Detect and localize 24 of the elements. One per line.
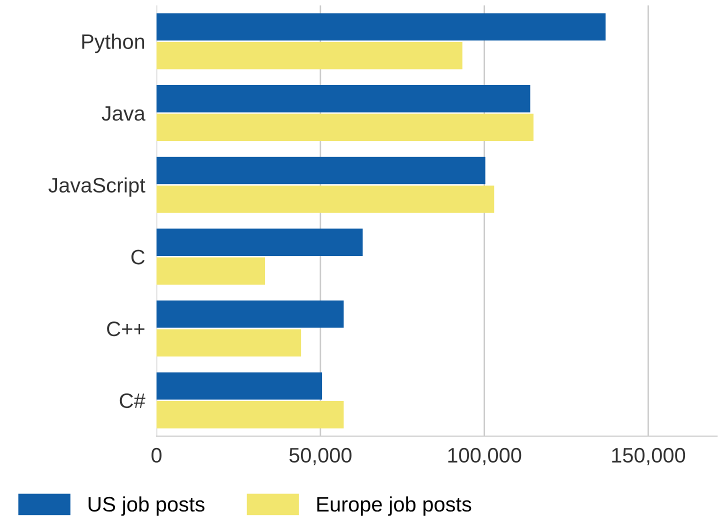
- bar: [156, 372, 322, 400]
- bar: [156, 257, 266, 285]
- bar: [156, 114, 534, 142]
- bar: [156, 401, 344, 428]
- bar: [156, 329, 302, 357]
- x-tick-label: 0: [152, 448, 162, 463]
- legend-label: Europe job posts: [317, 496, 472, 516]
- bar: [156, 186, 494, 213]
- bar: [156, 42, 462, 70]
- y-tick-label: C: [131, 250, 145, 264]
- x-tick-label: 100,000: [448, 448, 522, 466]
- y-tick-label: Java: [102, 106, 146, 121]
- bar: [156, 13, 606, 41]
- x-tick-label: 150,000: [612, 448, 686, 466]
- bar: [156, 228, 363, 256]
- y-tick-label: C++: [107, 322, 144, 336]
- y-tick-label: Python: [82, 34, 144, 54]
- x-tick-label: 50,000: [289, 448, 352, 466]
- bar: [156, 300, 344, 328]
- y-tick-label: JavaScript: [48, 177, 146, 197]
- legend-label: US job posts: [88, 496, 204, 516]
- bar: [156, 85, 530, 112]
- bar: [156, 156, 486, 184]
- y-tick-label: C#: [120, 393, 146, 408]
